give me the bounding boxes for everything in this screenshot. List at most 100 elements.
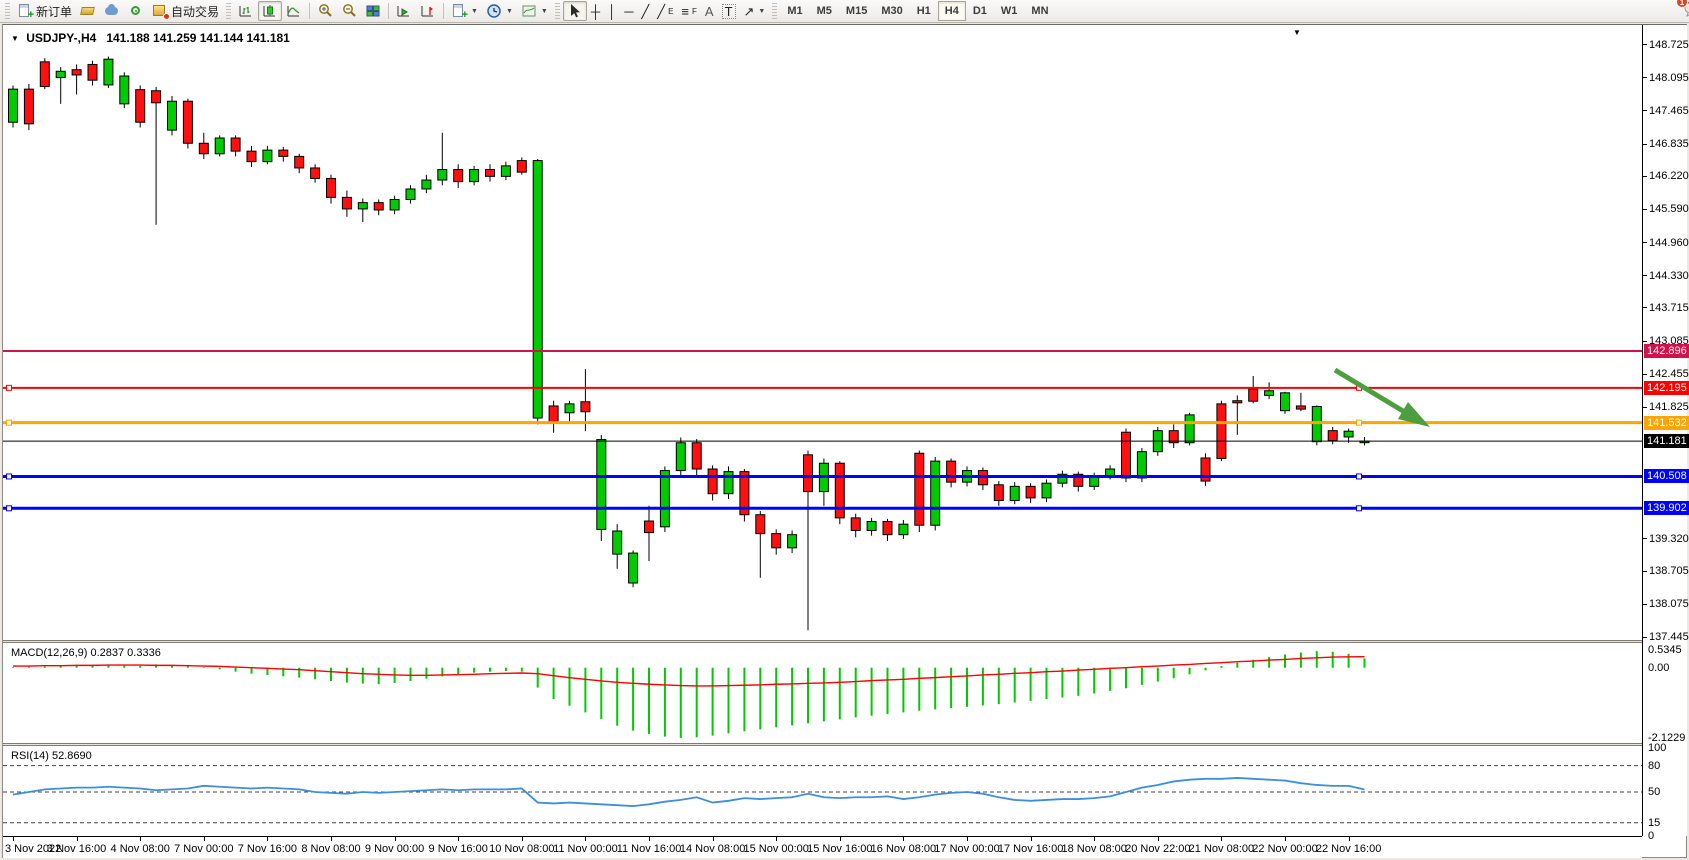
arrow-annotation-head[interactable] — [1398, 402, 1430, 427]
line-handle[interactable] — [6, 419, 12, 426]
timeframe-d1-button[interactable]: D1 — [972, 5, 987, 17]
price-axis-tick — [1643, 208, 1647, 210]
candle-body — [691, 442, 702, 470]
text-label-button[interactable]: T — [718, 1, 740, 21]
chart-shift-button[interactable] — [416, 1, 440, 21]
price-axis[interactable]: 148.725 148.095 147.465 146.835 146.220 145.5… — [1642, 25, 1689, 836]
line-handle[interactable] — [6, 473, 12, 480]
horizontal-line-button[interactable]: ─ — [620, 1, 637, 21]
new-order-button[interactable]: + 新订单 — [13, 1, 76, 21]
timeframe-m30-button[interactable]: M30 — [881, 5, 903, 17]
candle-body — [993, 484, 1004, 502]
candle-body — [87, 63, 98, 81]
line-handle[interactable] — [1356, 473, 1362, 480]
macd-pane[interactable] — [3, 644, 1642, 743]
arrows-icon: ↗ — [743, 3, 755, 19]
templates-button[interactable]: ▼ — [517, 1, 552, 21]
timeframe-m5-button[interactable]: M5 — [816, 5, 832, 17]
crosshair-button[interactable]: ┼ — [587, 1, 604, 21]
line-handle[interactable] — [1356, 419, 1362, 426]
time-axis-label: 7 Nov 00:00 — [174, 843, 234, 855]
pane-separator[interactable] — [3, 640, 1642, 643]
price-axis-tick — [1643, 307, 1647, 309]
autotrading-button[interactable]: 自动交易 — [148, 1, 223, 21]
candle-body — [294, 155, 305, 169]
candle-body — [580, 401, 591, 413]
time-axis-label: 14 Nov 08:00 — [679, 843, 746, 855]
time-axis-label: 4 Nov 08:00 — [110, 843, 170, 855]
price-axis-tick — [1643, 570, 1647, 572]
line-handle[interactable] — [6, 384, 12, 391]
timeframe-h4-button[interactable]: H4 — [937, 1, 966, 21]
price-axis-tick-label: 147.465 — [1649, 104, 1689, 117]
time-axis-label: 7 Nov 16:00 — [237, 843, 298, 855]
caption-dropdown-icon[interactable]: ▼ — [11, 34, 19, 43]
main-chart-pane[interactable] — [3, 25, 1642, 640]
bar-chart-button[interactable] — [234, 1, 258, 21]
fibonacci-button[interactable]: ≡ F — [677, 1, 700, 21]
macd-axis-label: 0.00 — [1648, 661, 1670, 674]
timeframe-h1-button[interactable]: H1 — [916, 5, 931, 17]
time-axis-tick — [1348, 837, 1350, 841]
time-axis-tick — [1094, 837, 1096, 841]
candle-body — [628, 552, 639, 584]
price-axis-tick — [1643, 44, 1647, 46]
toolbar-grip[interactable] — [772, 3, 778, 19]
candle-body — [914, 452, 925, 526]
time-axis-tick — [140, 837, 142, 841]
tile-windows-button[interactable] — [361, 1, 385, 21]
price-axis-tick-label: 143.715 — [1649, 301, 1689, 314]
toolbar: + 新订单 自动交易 — [0, 0, 1689, 23]
signals-icon — [128, 3, 144, 19]
candle-body — [739, 471, 750, 516]
cursor-icon — [570, 4, 580, 18]
arrow-annotation-shaft[interactable] — [1333, 367, 1405, 414]
horizontal-line-icon: ─ — [624, 3, 634, 19]
indicators-icon: + — [451, 3, 468, 21]
zoom-in-button[interactable] — [313, 1, 337, 21]
vertical-line-button[interactable]: │ — [604, 1, 620, 21]
price-axis-tick-label: 138.075 — [1649, 598, 1689, 611]
toolbar-grip[interactable] — [226, 3, 232, 19]
price-axis-tick-label: 148.725 — [1649, 38, 1689, 51]
chart-ohlc-values: 141.188 141.259 141.144 141.181 — [106, 31, 290, 45]
pane-separator[interactable] — [3, 743, 1642, 746]
rsi-axis-label: 0 — [1648, 830, 1655, 842]
cursor-button[interactable] — [562, 1, 587, 21]
line-handle[interactable] — [6, 505, 12, 512]
time-axis-label: 17 Nov 00:00 — [934, 843, 1000, 855]
gold-button[interactable] — [76, 1, 100, 21]
time-axis-tick — [331, 837, 332, 841]
rsi-pane[interactable] — [3, 747, 1642, 836]
line-chart-button[interactable] — [282, 1, 306, 21]
timeframe-w1-button[interactable]: W1 — [1000, 5, 1018, 17]
crosshair-icon: ┼ — [590, 3, 601, 19]
time-axis-tick — [776, 837, 778, 841]
timeframe-mn-button[interactable]: MN — [1031, 5, 1049, 17]
toolbar-grip[interactable] — [554, 3, 560, 19]
toolbar-grip[interactable] — [5, 3, 10, 19]
line-handle[interactable] — [1356, 505, 1362, 512]
time-axis-label: 15 Nov 16:00 — [807, 843, 873, 855]
periods-button[interactable]: ▼ — [482, 1, 517, 21]
zoom-out-button[interactable] — [337, 1, 361, 21]
time-axis[interactable]: 3 Nov 2022 3 Nov 16:00 4 Nov 08:00 7 Nov 00… — [3, 836, 1642, 858]
channel-button[interactable]: ╱ E — [653, 1, 677, 21]
auto-scroll-button[interactable] — [392, 1, 416, 21]
candle-body — [644, 520, 654, 534]
trendline-button[interactable]: ╱ — [637, 1, 653, 21]
arrows-button[interactable]: ↗ ▼ — [740, 1, 770, 21]
text-button[interactable]: A — [701, 1, 718, 21]
timeframe-m15-button[interactable]: M15 — [845, 5, 868, 17]
timeframe-m1-button[interactable]: M1 — [787, 5, 803, 17]
candle-body — [1105, 468, 1116, 477]
time-axis-label: 17 Nov 16:00 — [997, 843, 1064, 855]
indicators-button[interactable]: + ▼ — [447, 1, 482, 21]
new-order-label: 新订单 — [36, 4, 73, 19]
candle-body — [596, 439, 607, 530]
time-axis-tick — [1221, 837, 1223, 841]
community-button[interactable] — [100, 1, 124, 21]
signals-button[interactable] — [124, 1, 148, 21]
price-axis-tick — [1643, 143, 1647, 145]
candlestick-button[interactable] — [258, 1, 283, 21]
